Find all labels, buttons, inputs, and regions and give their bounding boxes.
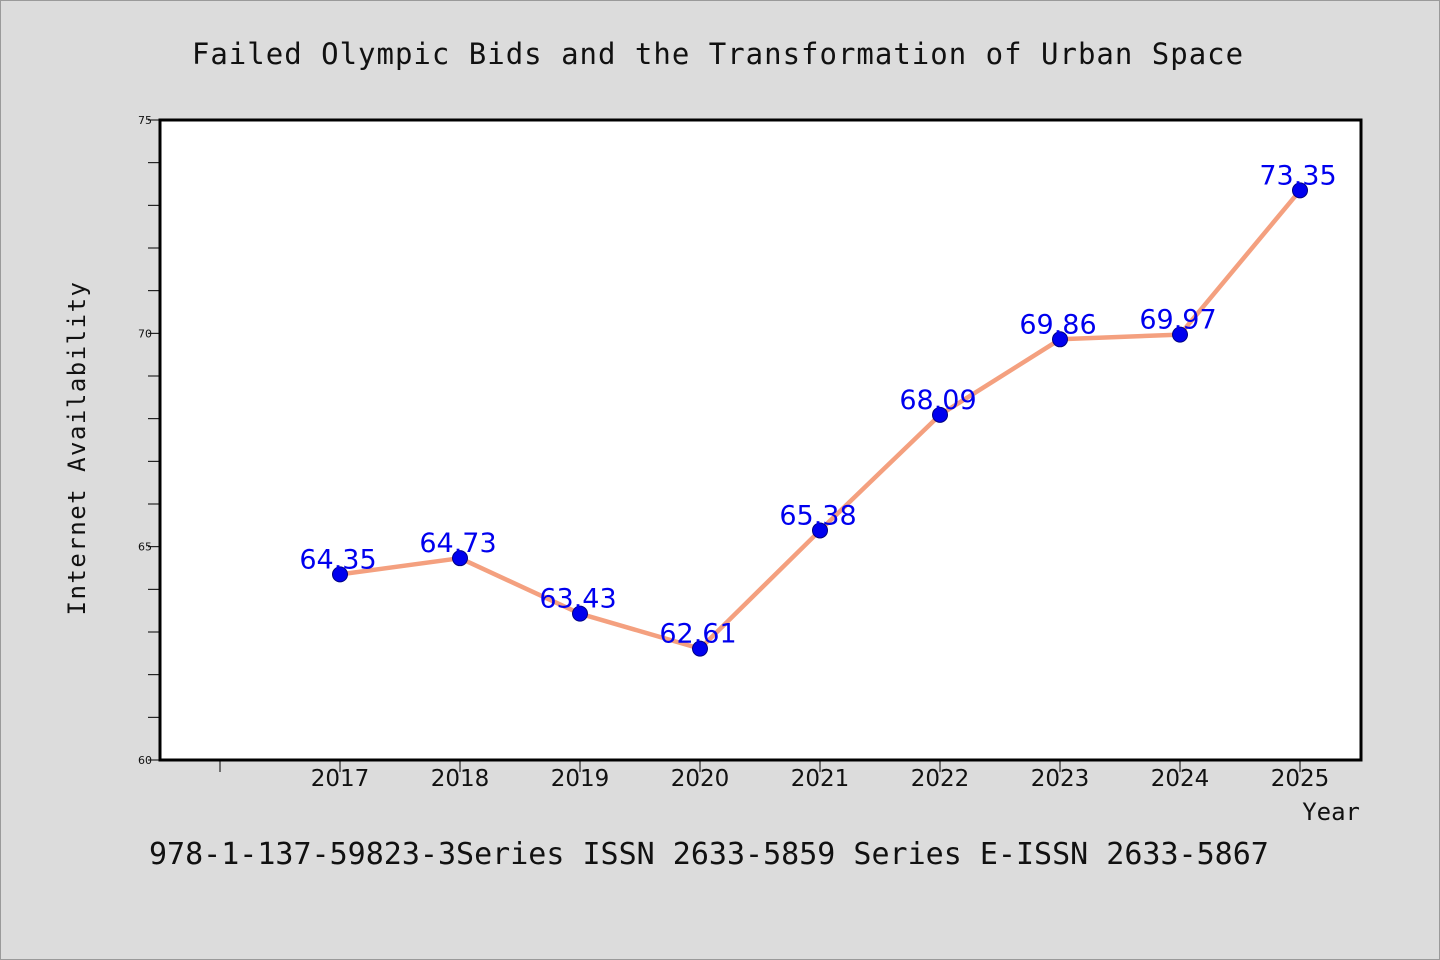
- x-tick-label: 2019: [551, 766, 610, 792]
- data-point: [572, 605, 588, 622]
- data-point: [692, 640, 708, 657]
- x-tick-label: 2024: [1151, 766, 1210, 792]
- x-tick-label: 2020: [671, 766, 730, 792]
- data-point: [1292, 182, 1308, 199]
- data-point: [812, 522, 828, 539]
- x-tick-label: 2025: [1271, 766, 1330, 792]
- data-point: [1172, 326, 1188, 343]
- y-tick-label: 70: [138, 327, 152, 340]
- data-point: [332, 566, 348, 583]
- plot-background: [160, 120, 1361, 760]
- data-point: [452, 550, 468, 567]
- x-tick-label: 2023: [1031, 766, 1090, 792]
- plot-area: 60 65 70 75 2017 2018 2019 2020 2021 2022 2023 2024…: [138, 114, 1363, 792]
- y-tick-label: 75: [138, 114, 152, 127]
- chart-title: Failed Olympic Bids and the Transformati…: [192, 37, 1244, 71]
- data-label: 69.86: [1019, 309, 1096, 340]
- y-tick-label: 60: [138, 754, 152, 767]
- data-label: 64.73: [419, 528, 496, 559]
- data-point: [1052, 331, 1068, 348]
- x-tick-label: 2022: [911, 766, 970, 792]
- data-point: [932, 406, 948, 423]
- data-label: 62.61: [659, 619, 736, 650]
- publication-footer: 978-1-137-59823-3Series ISSN 2633-5859 S…: [149, 837, 1269, 872]
- x-tick-label: 2021: [791, 766, 850, 792]
- x-axis-label: Year: [1302, 798, 1360, 826]
- y-axis-label: Internet Availability: [63, 281, 91, 616]
- data-label: 64.35: [299, 544, 376, 575]
- data-label: 65.38: [779, 500, 856, 531]
- data-label: 68.09: [899, 385, 976, 416]
- y-tick-label: 65: [138, 541, 152, 554]
- x-tick-label: 2017: [311, 766, 370, 792]
- data-label: 69.97: [1139, 305, 1216, 336]
- x-tick-label: 2018: [431, 766, 490, 792]
- data-label: 73.35: [1259, 160, 1336, 191]
- plot-frame: [158, 118, 1363, 762]
- data-label: 63.43: [539, 584, 616, 615]
